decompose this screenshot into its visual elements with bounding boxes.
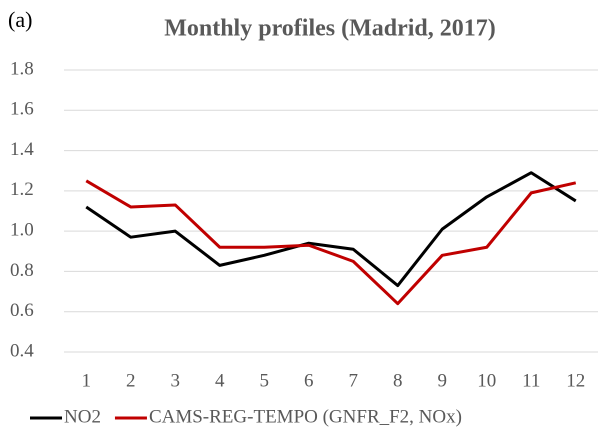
y-tick-label: 1.4 [10, 139, 34, 160]
y-tick-label: 1.2 [10, 179, 34, 200]
y-tick-label: 0.4 [10, 340, 34, 361]
x-tick-label: 10 [477, 370, 496, 391]
x-tick-label: 9 [438, 370, 448, 391]
y-tick-label: 1.8 [10, 58, 34, 79]
legend-label: NO2 [64, 406, 101, 427]
series-line [85, 171, 577, 288]
x-tick-label: 1 [82, 370, 92, 391]
y-tick-label: 1.0 [10, 220, 34, 241]
x-tick-label: 5 [260, 370, 270, 391]
x-tick-label: 11 [522, 370, 540, 391]
x-tick-label: 3 [171, 370, 181, 391]
chart-title: Monthly profiles (Madrid, 2017) [164, 16, 496, 42]
series-line [85, 179, 577, 306]
x-tick-label: 6 [304, 370, 314, 391]
legend-label: CAMS-REG-TEMPO (GNFR_F2, NOx) [149, 406, 462, 427]
y-tick-label: 1.6 [10, 99, 34, 120]
panel-label: (a) [8, 7, 32, 32]
y-tick-label: 0.6 [10, 300, 34, 321]
x-tick-label: 2 [126, 370, 136, 391]
x-tick-label: 8 [393, 370, 403, 391]
x-tick-label: 7 [349, 370, 359, 391]
x-tick-label: 4 [215, 370, 225, 391]
x-tick-label: 12 [566, 370, 585, 391]
y-tick-label: 0.8 [10, 260, 34, 281]
